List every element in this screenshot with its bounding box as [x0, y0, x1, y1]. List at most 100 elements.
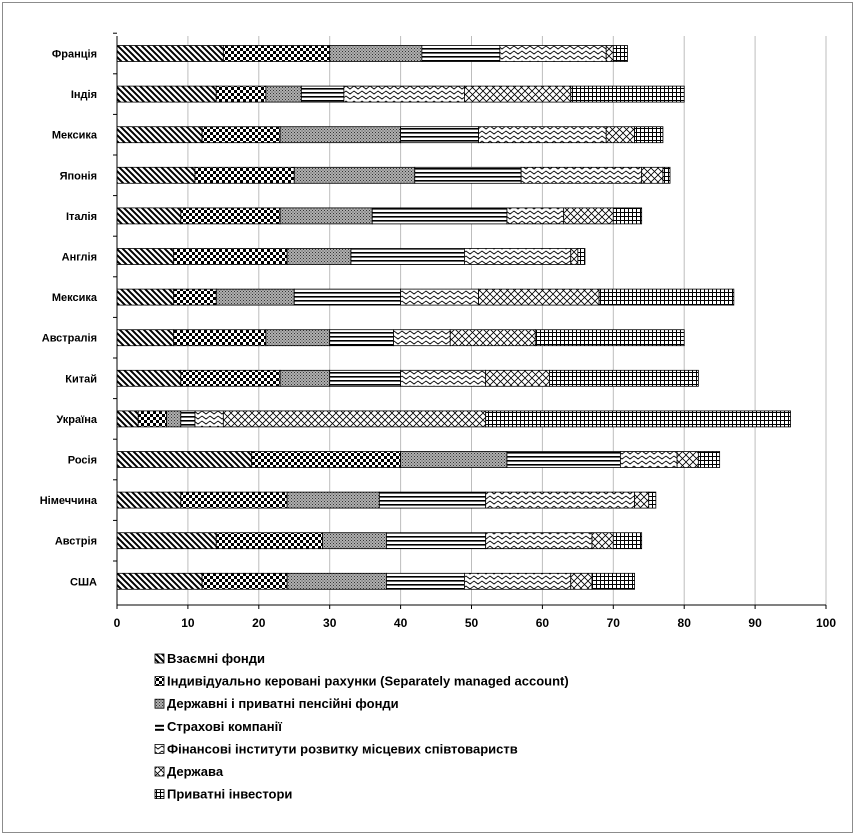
bar-segment [506, 451, 621, 468]
category-label: Японія [60, 170, 97, 182]
legend-swatch [154, 744, 165, 754]
bar-segment [180, 491, 288, 509]
bar-segment [371, 207, 508, 225]
bar-segment [464, 85, 572, 103]
x-tick-label: 40 [394, 616, 408, 630]
bar-segment [116, 369, 182, 387]
bar-segment [194, 410, 224, 428]
bar-segment [116, 451, 253, 468]
bar-segment [641, 166, 664, 184]
x-tick-label: 100 [816, 616, 836, 630]
bar-segment [201, 126, 281, 144]
bar-segment [116, 572, 203, 590]
bar-segment [116, 532, 217, 550]
bar-segment [116, 288, 175, 306]
x-tick-label: 10 [181, 616, 195, 630]
bar-segment [485, 410, 791, 428]
bar-segment [251, 451, 402, 468]
bar-segment [329, 369, 402, 387]
legend-swatch [155, 724, 164, 727]
bar-segment [215, 532, 324, 550]
bars-layer [116, 45, 791, 590]
bar-segment [414, 166, 522, 184]
bar-segment [265, 329, 331, 347]
bar-segment [393, 329, 451, 347]
bar-segment [697, 451, 721, 468]
bar-segment [676, 451, 699, 468]
bar-segment [612, 45, 628, 62]
bar-segment [605, 126, 635, 144]
x-axis: 0 10 20 30 40 50 60 70 80 90 100 [113, 32, 836, 630]
bar-segment [534, 329, 685, 347]
bar-segment [180, 410, 196, 428]
bar-segment [116, 248, 175, 265]
bar-segment [612, 532, 643, 550]
bar-segment [279, 207, 373, 225]
bar-segment [619, 451, 678, 468]
x-tick-label: 20 [252, 616, 266, 630]
legend-label: Індивідуально керовані рахунки (Separate… [167, 674, 569, 689]
bar-segment [577, 248, 586, 265]
category-label: США [70, 576, 97, 588]
bar-segment [180, 207, 281, 225]
bar-segment [591, 572, 635, 590]
x-tick-label: 70 [607, 616, 621, 630]
bar-segment [549, 369, 699, 387]
bar-segment [634, 491, 650, 509]
category-label: Австралія [42, 333, 97, 345]
bar-segment [180, 369, 281, 387]
legend-label: Держава [167, 764, 224, 779]
category-label: Україна [56, 414, 98, 426]
category-label: Мексика [52, 130, 98, 142]
bar-segment [116, 491, 182, 509]
bar-segment [478, 126, 607, 144]
gridlines [187, 36, 827, 605]
bar-segment [570, 248, 579, 265]
x-tick-label: 0 [114, 616, 121, 630]
bar-segment [116, 410, 139, 428]
bar-segment [116, 45, 224, 62]
bar-segment [386, 572, 465, 590]
bar-segment [215, 288, 295, 306]
bar-segment [166, 410, 182, 428]
bar-segment [386, 532, 487, 550]
x-tick-label: 50 [465, 616, 479, 630]
category-label: Англія [62, 252, 97, 264]
bar-segment [322, 532, 387, 550]
category-label: Італія [66, 211, 97, 223]
bar-segment [662, 166, 671, 184]
bar-segment [563, 207, 614, 225]
bar-segment [215, 85, 267, 103]
bar-segment [634, 126, 664, 144]
bar-segment [520, 166, 643, 184]
legend-label: Взаємні фонди [167, 651, 265, 666]
bar-segment [173, 248, 288, 265]
legend-label: Державні і приватні пенсійні фонди [167, 696, 399, 711]
bar-segment [605, 45, 614, 62]
bar-segment [485, 491, 635, 509]
bar-segment [598, 288, 735, 306]
bar-segment [478, 288, 600, 306]
x-tick-label: 60 [536, 616, 550, 630]
bar-segment [400, 451, 508, 468]
x-tick-label: 90 [748, 616, 762, 630]
bar-segment [116, 329, 175, 347]
bar-segment [300, 85, 345, 103]
legend-swatch-line [155, 728, 164, 731]
bar-segment [612, 207, 643, 225]
bar-segment [116, 126, 203, 144]
bar-segment [286, 491, 380, 509]
legend-label: Страхові компанії [167, 719, 282, 734]
bar-segment [329, 329, 394, 347]
bar-segment [329, 45, 423, 62]
bar-segment [286, 572, 387, 590]
bar-segment [400, 288, 479, 306]
legend-swatch [154, 676, 165, 686]
bar-segment [506, 207, 565, 225]
bar-segment [173, 329, 267, 347]
bar-segment [222, 45, 331, 62]
bar-segment [464, 248, 572, 265]
x-tick-label: 80 [678, 616, 692, 630]
